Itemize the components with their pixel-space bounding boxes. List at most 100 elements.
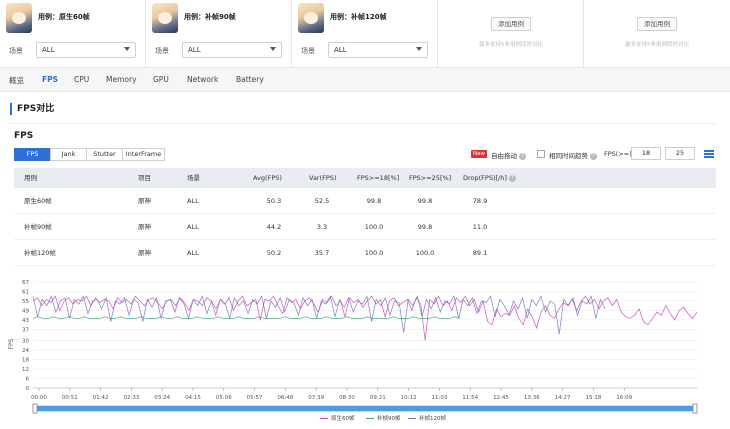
scene-select-value: ALL [42,46,55,54]
table-cell: 补帧120帧 [24,249,56,257]
table-cell: 100.0 [364,249,384,257]
x-tick-label: 09:21 [370,395,386,401]
table-cell: 78.9 [472,197,488,205]
tab-network[interactable]: Network [187,75,219,84]
table-cell: 原神 [138,249,151,257]
legend-item[interactable]: 补帧90帧 [366,414,401,422]
column-header: Drop(FPS)[/h] ? [463,168,516,188]
help-icon[interactable]: ? [508,174,516,182]
scene-label: 场景 [301,47,315,55]
table-cell: 3.3 [316,223,328,231]
table-cell: 100.0 [364,223,384,231]
table-cell: ALL [187,223,199,231]
table-cell: 50.2 [266,249,282,257]
x-tick-label: 10:12 [401,395,417,401]
add-case-slot-2: 添加用例 最多支持5条用例同时对比 [584,0,730,67]
y-tick-label: 37 [22,327,29,333]
case-card-2: 用例：补帧90帧 场景 ALL [146,0,292,67]
fps-threshold-input-2[interactable]: 25 [665,147,695,160]
table-cell: 补帧90帧 [24,223,52,231]
scene-select-value: ALL [334,46,347,54]
x-tick-label: 06:48 [277,395,293,401]
tab-fps[interactable]: FPS [42,75,59,84]
zoom-slider-handle-left[interactable] [32,403,38,414]
metric-tabs: 概览 FPS CPU Memory GPU Network Battery [0,68,730,92]
tab-gpu[interactable]: GPU [153,75,169,84]
x-tick-label: 03:24 [154,395,170,401]
table-row[interactable]: 补帧120帧 原神 ALL 50.2 35.7 100.0 100.0 89.1 [14,240,716,266]
table-cell: 35.7 [314,249,330,257]
case-selector-bar: 用例：原生60帧 场景 ALL 用例：补帧90帧 场景 ALL 用例：补帧120… [0,0,730,68]
table-cell: 99.8 [366,197,382,205]
zoom-slider-range[interactable] [35,406,695,411]
divider [10,123,716,124]
add-case-button[interactable]: 添加用例 [637,17,677,31]
series-line [32,316,461,319]
chevron-down-icon [270,47,276,51]
help-icon[interactable]: ? [519,152,527,160]
free-drag-toggle[interactable]: 自由拖动 ? [491,150,527,160]
y-tick-label: 49 [22,308,29,314]
subtab-jank[interactable]: Jank [50,148,87,161]
y-axis-label: FPS [8,338,15,349]
table-row[interactable]: 补帧90帧 原神 ALL 44.2 3.3 100.0 99.8 11.0 [14,214,716,240]
legend-swatch [408,417,416,420]
x-tick-label: 01:42 [93,395,109,401]
avatar [152,3,178,33]
table-cell: 99.8 [417,197,433,205]
y-tick-label: 55 [22,299,29,305]
tab-overview[interactable]: 概览 [9,76,24,85]
scene-select-value: ALL [188,46,201,54]
subtab-interframe[interactable]: InterFrame [122,148,165,161]
column-header: FPS>=18[%] [357,174,400,182]
add-case-button[interactable]: 添加用例 [491,17,531,31]
table-cell: ALL [187,197,199,205]
y-tick-label: 18 [22,358,29,364]
same-time-trend-checkbox[interactable] [537,150,545,158]
scene-label: 场景 [155,47,169,55]
series-line [32,295,698,341]
subtab-fps[interactable]: FPS [14,148,51,161]
tab-memory[interactable]: Memory [106,75,137,84]
table-header: 用例 项目 场景 Avg(FPS) Var(FPS) FPS>=18[%] FP… [14,168,716,188]
x-tick-label: 16:09 [616,395,632,401]
column-header: Var(FPS) [309,174,337,182]
case-name: 用例：原生60帧 [38,13,90,21]
y-tick-label: 43 [22,318,29,324]
x-tick-label: 12:45 [493,395,509,401]
x-tick-label: 02:33 [123,395,139,401]
list-icon[interactable] [704,150,714,158]
subtab-stutter[interactable]: Stutter [86,148,123,161]
zoom-slider-handle-right[interactable] [692,403,698,414]
column-header: Avg(FPS) [253,174,282,182]
scene-select[interactable]: ALL [182,42,282,58]
legend-item[interactable]: 补帧120帧 [408,414,446,422]
tab-cpu[interactable]: CPU [74,75,90,84]
case-name: 用例：补帧90帧 [184,13,236,21]
fps-threshold-input-1[interactable]: 18 [631,147,661,160]
table-cell: 89.1 [472,249,488,257]
x-tick-label: 04:15 [185,395,201,401]
column-header: 项目 [138,174,151,182]
legend-swatch [366,417,374,420]
legend-item[interactable]: 原生60帧 [320,414,355,422]
y-tick-label: 0 [26,386,30,392]
scene-select[interactable]: ALL [328,42,428,58]
y-tick-label: 61 [22,289,29,295]
tab-battery[interactable]: Battery [236,75,264,84]
add-case-note: 最多支持5条用例同时对比 [624,42,689,48]
legend-label: 补帧120帧 [419,416,446,422]
x-tick-label: 05:57 [247,395,263,401]
series-line [32,295,606,335]
fps-panel-title: FPS [14,131,34,141]
table-row[interactable]: 原生60帧 原神 ALL 50.3 52.5 99.8 99.8 78.9 [14,188,716,214]
help-icon[interactable]: ? [590,152,598,160]
x-tick-label: 05:06 [216,395,232,401]
table-cell: 原生60帧 [24,197,52,205]
add-case-note: 最多支持5条用例同时对比 [478,42,543,48]
column-header: 场景 [187,174,200,182]
x-tick-label: 00:51 [62,395,78,401]
scene-select[interactable]: ALL [36,42,136,58]
column-header: FPS>=25[%] [409,174,452,182]
fps-line-chart: 0 6 12 18 24 30 37 43 49 55 61 67 00:00 00:51 01:42 02… [8,280,698,414]
